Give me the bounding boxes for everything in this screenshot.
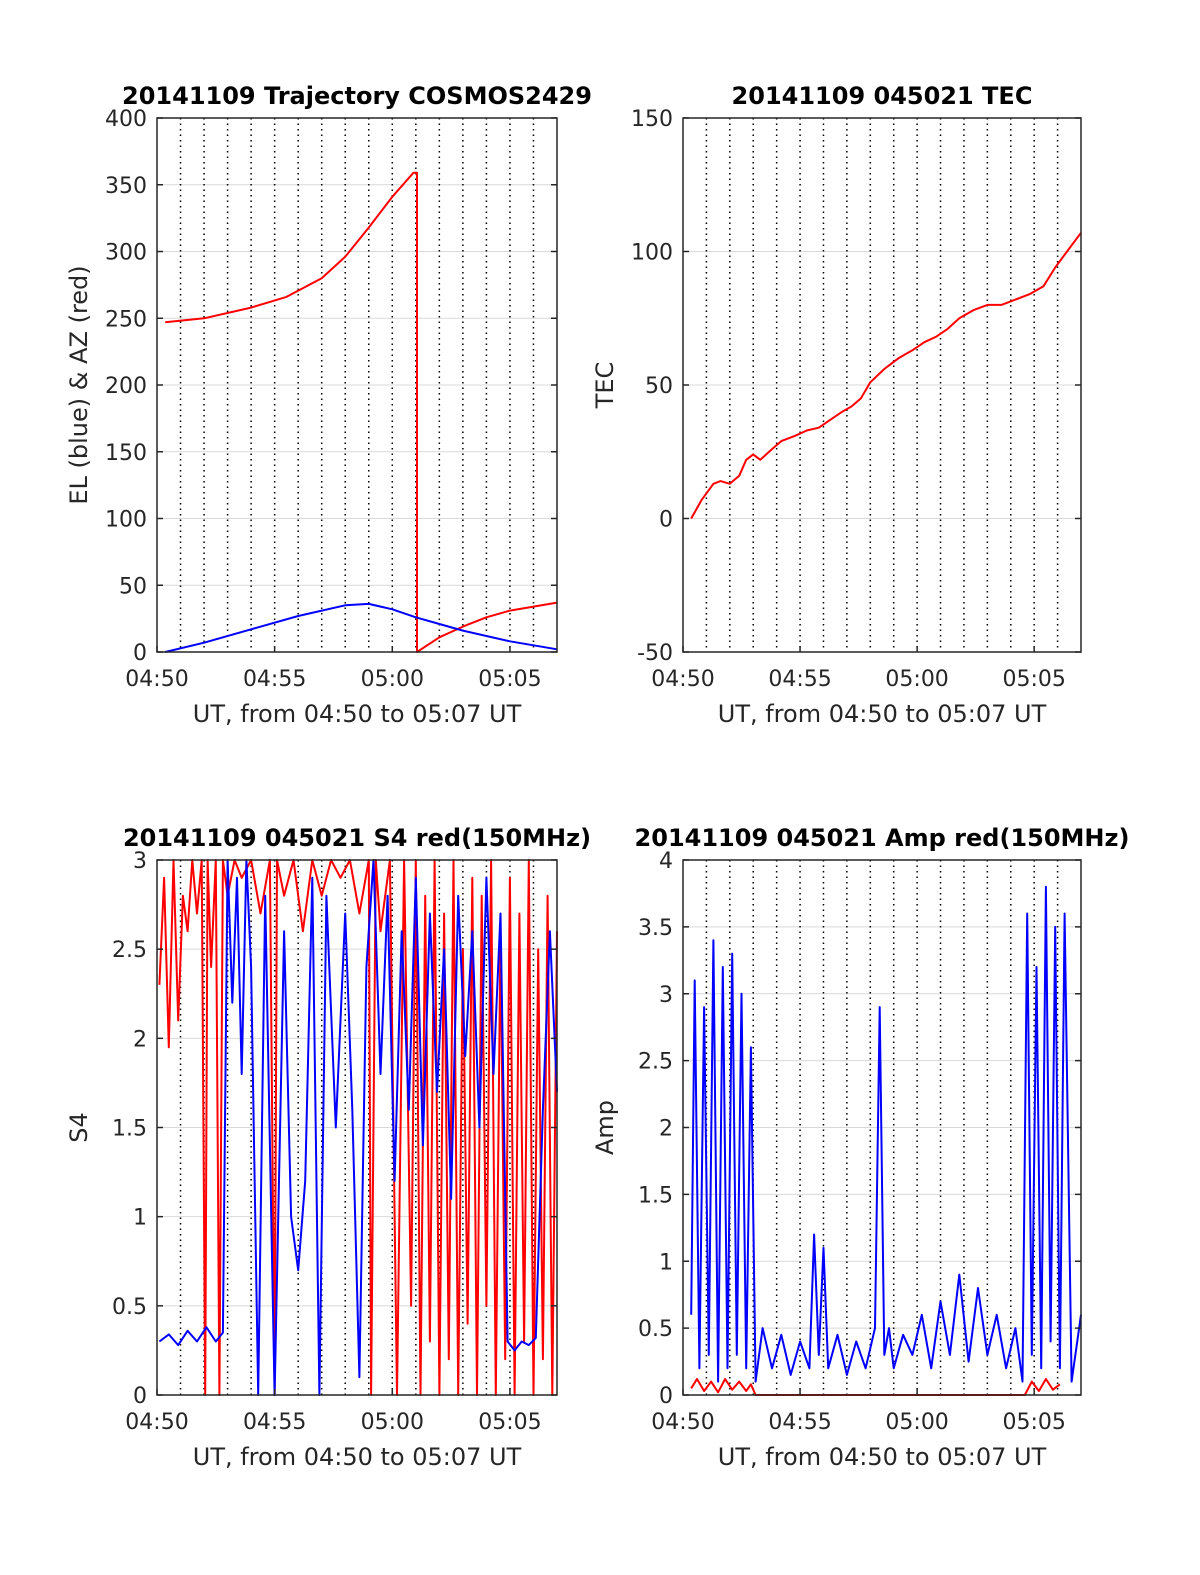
series-line-2 bbox=[164, 602, 558, 653]
x-axis-label: UT, from 04:50 to 05:07 UT bbox=[193, 1443, 522, 1471]
y-tick-label: 1.5 bbox=[638, 1183, 673, 1208]
y-tick-label: 0 bbox=[659, 508, 673, 533]
chart-panel-1: 0 50 100 150 200 250 300 350 400 04:50 04:55 05:00 0… bbox=[65, 82, 592, 728]
series-line-2 bbox=[158, 859, 558, 1396]
y-axis-label: EL (blue) & AZ (red) bbox=[65, 265, 93, 504]
x-tick-label: 04:55 bbox=[768, 1410, 831, 1435]
y-tick-label: 100 bbox=[631, 241, 673, 266]
chart-panel-3: 0 0.5 1 1.5 2 2.5 3 04:50 04:55 05:00 05:05 2014110… bbox=[65, 824, 591, 1471]
series-line-1 bbox=[165, 171, 558, 653]
x-tick-label: 04:55 bbox=[768, 667, 831, 692]
y-tick-label: 50 bbox=[645, 374, 673, 399]
x-axis-label: UT, from 04:50 to 05:07 UT bbox=[193, 700, 522, 728]
y-tick-label: 0 bbox=[659, 1384, 673, 1409]
x-tick-label: 04:55 bbox=[243, 1410, 306, 1435]
y-tick-label: 0 bbox=[133, 641, 147, 666]
y-tick-label: 150 bbox=[631, 107, 673, 132]
y-tick-label: 0.5 bbox=[638, 1317, 673, 1342]
x-tick-label: 05:05 bbox=[1002, 1410, 1065, 1435]
y-tick-label: 4 bbox=[659, 849, 673, 874]
y-tick-label: 150 bbox=[105, 441, 147, 466]
y-tick-label: 200 bbox=[105, 374, 147, 399]
y-tick-label: 1 bbox=[133, 1206, 147, 1231]
y-tick-label: 2 bbox=[133, 1027, 147, 1052]
y-tick-label: 250 bbox=[105, 307, 147, 332]
x-tick-label: 04:50 bbox=[125, 667, 188, 692]
y-axis-label: TEC bbox=[591, 362, 619, 410]
y-tick-label: 1.5 bbox=[112, 1117, 147, 1142]
series-line-1 bbox=[690, 232, 1082, 519]
x-tick-label: 04:50 bbox=[125, 1410, 188, 1435]
x-tick-label: 04:55 bbox=[243, 667, 306, 692]
y-tick-label: 100 bbox=[105, 508, 147, 533]
y-tick-label: 2 bbox=[659, 1117, 673, 1142]
y-axis-label: S4 bbox=[65, 1112, 93, 1143]
series-line-1 bbox=[690, 1378, 1061, 1396]
chart-title: 20141109 045021 Amp red(150MHz) bbox=[635, 824, 1130, 852]
y-tick-label: 1 bbox=[659, 1250, 673, 1275]
chart-title: 20141109 045021 S4 red(150MHz) bbox=[123, 824, 591, 852]
chart-panel-4: 0 0.5 1 1.5 2 2.5 3 3.5 4 04:50 04:55 05:00 05:05 201… bbox=[591, 824, 1129, 1471]
x-tick-label: 04:50 bbox=[651, 667, 714, 692]
x-axis-label: UT, from 04:50 to 05:07 UT bbox=[718, 700, 1047, 728]
y-axis-label: Amp bbox=[591, 1100, 619, 1155]
x-tick-label: 05:05 bbox=[1002, 667, 1065, 692]
y-tick-label: 3.5 bbox=[638, 916, 673, 941]
y-tick-label: 3 bbox=[659, 983, 673, 1008]
x-tick-label: 05:00 bbox=[361, 667, 424, 692]
y-tick-label: 300 bbox=[105, 241, 147, 266]
y-tick-label: -50 bbox=[637, 641, 673, 666]
chart-panel-2: -50 0 50 100 150 04:50 04:55 05:00 05:05 20141109… bbox=[591, 82, 1082, 728]
y-tick-label: 3 bbox=[133, 849, 147, 874]
x-tick-label: 05:00 bbox=[885, 1410, 948, 1435]
y-tick-label: 400 bbox=[105, 107, 147, 132]
x-tick-label: 05:05 bbox=[478, 667, 541, 692]
chart-title: 20141109 045021 TEC bbox=[732, 82, 1033, 110]
x-tick-label: 04:50 bbox=[651, 1410, 714, 1435]
x-axis-label: UT, from 04:50 to 05:07 UT bbox=[718, 1443, 1047, 1471]
chart-title: 20141109 Trajectory COSMOS2429 bbox=[122, 82, 592, 110]
x-tick-label: 05:00 bbox=[885, 667, 948, 692]
x-tick-label: 05:05 bbox=[478, 1410, 541, 1435]
y-tick-label: 0.5 bbox=[112, 1295, 147, 1320]
y-tick-label: 50 bbox=[119, 574, 147, 599]
y-tick-label: 0 bbox=[133, 1384, 147, 1409]
y-tick-label: 2.5 bbox=[638, 1050, 673, 1075]
series-line-2 bbox=[690, 885, 1082, 1383]
y-tick-label: 350 bbox=[105, 174, 147, 199]
y-tick-label: 2.5 bbox=[112, 938, 147, 963]
x-tick-label: 05:00 bbox=[361, 1410, 424, 1435]
